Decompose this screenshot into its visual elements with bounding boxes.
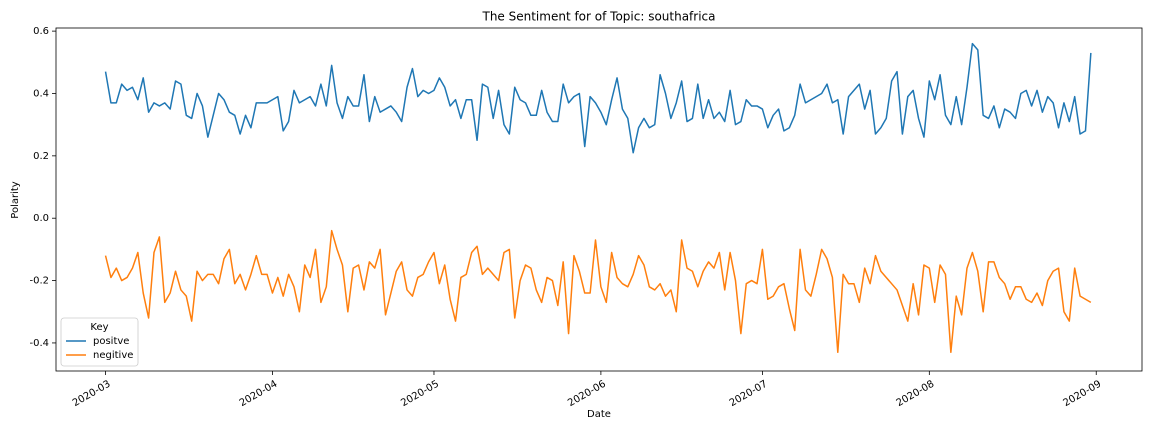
y-tick-label: 0.6 [33, 26, 49, 37]
legend-title: Key [90, 322, 108, 333]
line-series [104, 42, 1092, 154]
legend-label: positve [93, 336, 129, 347]
x-tick-label: 2020-03 [71, 379, 113, 409]
x-tick-label: 2020-08 [895, 379, 937, 409]
y-tick-label: -0.2 [29, 276, 49, 287]
y-tick-label: 0.4 [33, 88, 49, 99]
line-series [104, 229, 1092, 354]
x-tick-label: 2020-06 [566, 379, 608, 409]
y-tick-label: -0.4 [29, 338, 49, 349]
x-axis-label: Date [587, 409, 611, 420]
plot-frame [55, 27, 1143, 372]
y-axis-label: Polarity [10, 181, 21, 219]
legend-label: negitive [93, 350, 133, 361]
chart-title: The Sentiment for of Topic: southafrica [481, 10, 715, 24]
x-tick-label: 2020-04 [238, 379, 280, 409]
y-tick-label: 0.0 [33, 213, 49, 224]
legend-box [60, 317, 139, 367]
y-tick-label: 0.2 [33, 151, 49, 162]
x-tick-label: 2020-07 [728, 379, 770, 409]
x-tick-label: 2020-09 [1062, 379, 1104, 409]
x-tick-label: 2020-05 [399, 379, 441, 409]
